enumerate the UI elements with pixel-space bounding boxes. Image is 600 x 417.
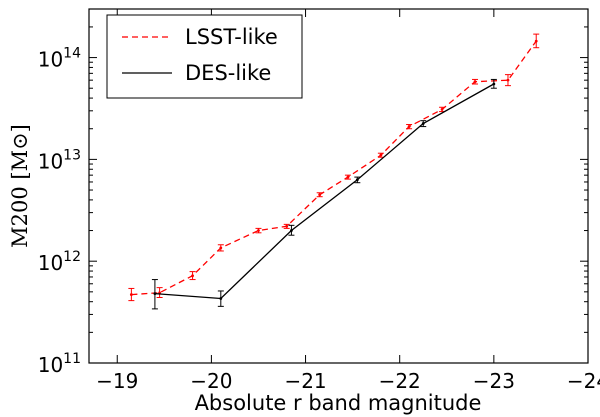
data-point <box>153 292 157 296</box>
series-line-0 <box>131 40 537 296</box>
data-point <box>407 125 411 128</box>
plot-area <box>128 33 540 310</box>
x-tick-label: −19 <box>96 369 138 393</box>
legend-box <box>106 14 303 99</box>
series-line-1 <box>154 83 495 300</box>
x-tick-label: −21 <box>284 369 326 393</box>
y-tick-label: 1011 <box>38 351 81 377</box>
data-point <box>129 293 133 296</box>
series-0 <box>128 33 540 302</box>
legend-label-des: DES-like <box>185 61 271 85</box>
x-tick-label: −22 <box>379 369 421 393</box>
data-point <box>492 82 496 86</box>
x-tick-label: −20 <box>190 369 232 393</box>
y-tick-label: 1013 <box>38 147 81 173</box>
y-axis-label: M200 [M⊙] <box>8 124 32 248</box>
data-point <box>421 122 425 125</box>
y-tick-label: 1012 <box>38 249 81 275</box>
data-point <box>506 78 510 82</box>
legend-label-lsst: LSST-like <box>185 25 278 49</box>
data-point <box>219 246 223 250</box>
data-point <box>346 175 350 179</box>
data-point <box>473 80 477 84</box>
series-1 <box>151 78 497 310</box>
data-point <box>191 274 194 278</box>
data-point <box>440 107 444 111</box>
data-point <box>379 153 383 157</box>
legend: LSST-like DES-like <box>106 14 303 99</box>
data-point <box>257 229 260 232</box>
data-point <box>534 39 538 43</box>
x-axis-label: Absolute r band magnitude <box>195 391 482 415</box>
axis-ticks: −19 −20 −21 −22 −23 −24 1011 1012 1013 1014 <box>38 8 600 393</box>
x-tick-label: −23 <box>473 369 515 393</box>
data-point <box>290 229 293 232</box>
data-point <box>318 193 322 197</box>
plot-frame <box>88 8 589 364</box>
y-tick-label: 1014 <box>38 46 81 72</box>
x-tick-label: −24 <box>567 369 600 393</box>
data-point <box>355 178 359 182</box>
data-point <box>219 297 223 300</box>
data-point <box>285 224 289 228</box>
